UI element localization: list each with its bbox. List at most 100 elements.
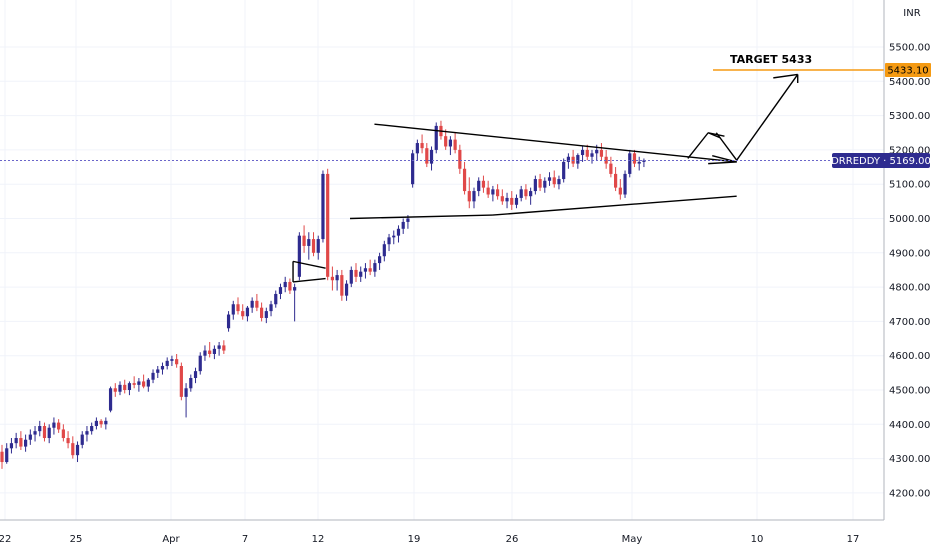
candle — [241, 304, 245, 320]
price-axis[interactable]: 4200.00 4300.00 4400.00 4500.00 4600.00 4700.… — [889, 43, 930, 500]
candle-body — [491, 189, 495, 195]
candle — [184, 383, 188, 418]
candle-body — [160, 365, 165, 370]
candle-body — [198, 355, 202, 372]
candle — [514, 194, 519, 209]
candle — [264, 307, 268, 324]
candle — [571, 149, 575, 168]
candle-body — [623, 173, 627, 195]
candle-body — [604, 156, 608, 164]
candle-body — [33, 431, 37, 435]
candle-body — [472, 191, 476, 202]
candle-body — [293, 287, 297, 291]
candle — [467, 177, 471, 209]
candle — [510, 191, 514, 210]
y-tick-label: 4800.00 — [889, 283, 930, 294]
x-tick-label: 22 — [0, 534, 11, 545]
candle-body — [274, 293, 278, 305]
trendline — [708, 132, 725, 137]
candle — [118, 381, 122, 396]
candle-body — [335, 275, 339, 281]
candle — [28, 429, 32, 445]
candle-body — [14, 438, 18, 444]
candle — [420, 134, 424, 154]
candle-body — [543, 180, 547, 188]
candle-body — [505, 197, 509, 202]
candle-body — [538, 179, 542, 188]
candle — [562, 158, 566, 183]
candle — [231, 300, 235, 320]
y-tick-label: 4200.00 — [889, 488, 930, 499]
candle — [359, 266, 363, 282]
trendline — [292, 277, 326, 283]
candle-body — [396, 228, 401, 236]
candle-body — [321, 173, 325, 240]
x-tick-label: 26 — [506, 534, 519, 545]
y-tick-label: 5200.00 — [889, 145, 930, 156]
candle — [94, 417, 98, 430]
candle — [321, 170, 325, 243]
candle — [462, 161, 467, 195]
candle — [113, 383, 117, 397]
trendline — [773, 73, 798, 79]
candle-body — [288, 281, 292, 291]
candle-body — [118, 384, 122, 392]
candle — [19, 431, 23, 451]
candle-body — [264, 311, 268, 318]
candle-body — [47, 427, 51, 439]
candle — [47, 424, 51, 444]
candle-body — [519, 189, 523, 198]
candle-body — [179, 365, 183, 397]
y-tick-label: 5500.00 — [889, 43, 930, 54]
candle — [66, 431, 70, 449]
candle-body — [533, 179, 537, 192]
x-tick-label: 19 — [408, 534, 421, 545]
candle — [481, 175, 486, 193]
candle — [458, 144, 462, 174]
candle — [255, 293, 259, 312]
y-tick-label: 5400.00 — [889, 77, 930, 88]
candle — [637, 156, 641, 171]
candle-body — [307, 239, 311, 246]
candle-body — [614, 173, 618, 188]
candle-body — [0, 451, 4, 463]
trendline — [492, 195, 737, 216]
candle-body — [99, 420, 103, 425]
candle-body — [618, 187, 622, 195]
candle-body — [462, 168, 467, 192]
candle — [146, 377, 150, 392]
candle-body — [142, 381, 146, 387]
candle-body — [283, 281, 287, 288]
candle — [293, 283, 297, 322]
candle — [156, 365, 160, 378]
x-tick-label: 25 — [70, 534, 83, 545]
y-tick-label: 4400.00 — [889, 420, 930, 431]
candle — [137, 377, 141, 392]
candle-body — [203, 350, 207, 356]
time-axis[interactable]: 22 25 Apr 7 12 19 26 May 10 17 — [0, 534, 859, 545]
candle — [90, 422, 94, 435]
candle — [14, 432, 18, 449]
candle-body — [637, 161, 641, 164]
candle — [307, 232, 311, 260]
candle — [330, 266, 334, 291]
candle — [33, 426, 37, 442]
candle — [61, 424, 65, 442]
candle-body — [311, 239, 316, 253]
candle-body — [52, 422, 56, 428]
candle — [486, 180, 490, 198]
candle-body — [302, 235, 306, 246]
candle — [496, 184, 500, 200]
candle-body — [373, 263, 377, 272]
trendline — [292, 260, 326, 269]
candle-body — [580, 149, 585, 156]
candle-body — [401, 221, 405, 229]
candle — [363, 263, 368, 279]
candle — [85, 426, 89, 442]
candle — [236, 297, 240, 315]
candle — [132, 376, 136, 389]
candle — [57, 419, 61, 433]
candle-body — [467, 191, 471, 202]
candle — [387, 233, 391, 252]
